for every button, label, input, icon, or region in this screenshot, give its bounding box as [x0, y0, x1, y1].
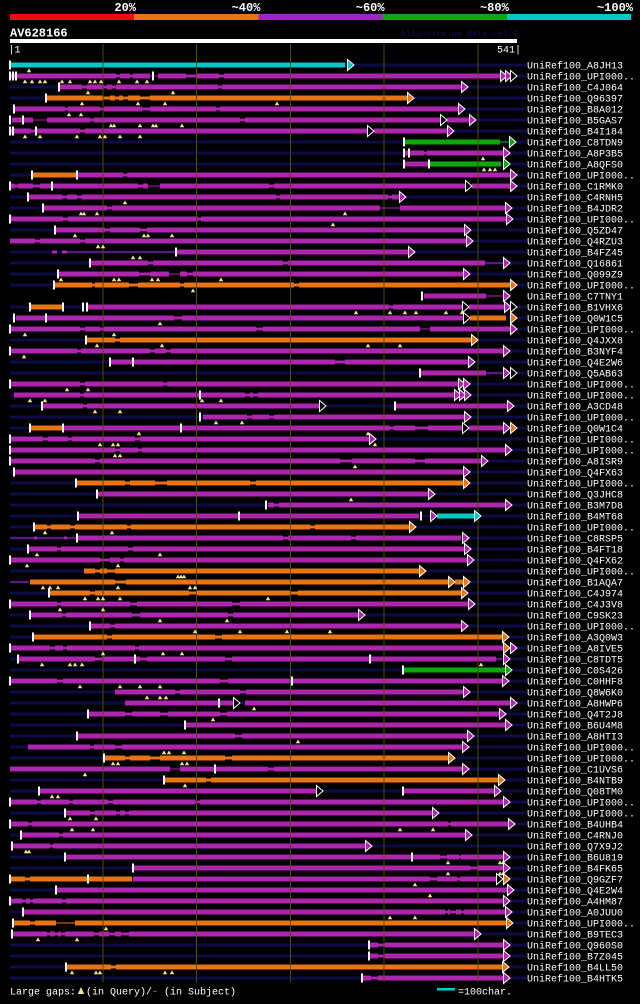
svg-text:UniRef100_UPI000..: UniRef100_UPI000.. [527, 380, 635, 392]
svg-text:UniRef100_B4JDR2: UniRef100_B4JDR2 [527, 204, 623, 216]
svg-text:UniRef100_A8IVE5: UniRef100_A8IVE5 [527, 644, 623, 656]
svg-text:Large gaps:: Large gaps: [10, 988, 82, 999]
svg-text:UniRef100_B4FZ45: UniRef100_B4FZ45 [527, 248, 623, 260]
svg-text:UniRef100_A8HTI3: UniRef100_A8HTI3 [527, 732, 623, 744]
svg-text:UniRef100_Q96397: UniRef100_Q96397 [527, 94, 623, 106]
svg-text:UniRef100_C8TDN9: UniRef100_C8TDN9 [527, 138, 623, 150]
svg-text:UniRef100_B4FT18: UniRef100_B4FT18 [527, 545, 623, 557]
svg-text:UniRef100_Q4FX62: UniRef100_Q4FX62 [527, 556, 623, 568]
svg-text:UniRef100_UPI000..: UniRef100_UPI000.. [527, 479, 635, 491]
svg-text:UniRef100_B4NTB9: UniRef100_B4NTB9 [527, 776, 623, 788]
svg-text:UniRef100_B3NYF4: UniRef100_B3NYF4 [527, 347, 623, 359]
svg-text:UniRef100_UPI000..: UniRef100_UPI000.. [527, 215, 635, 227]
svg-text:UniRef100_UPI000..: UniRef100_UPI000.. [527, 72, 635, 84]
svg-text:UniRef100_Q5ZD47: UniRef100_Q5ZD47 [527, 226, 623, 238]
svg-text:AV628166: AV628166 [10, 27, 68, 41]
svg-text:(in Query)/- (in Subject): (in Query)/- (in Subject) [86, 987, 236, 999]
svg-text:UniRef100_Q4T2J8: UniRef100_Q4T2J8 [527, 710, 623, 722]
svg-text:UniRef100_Q4E2W4: UniRef100_Q4E2W4 [527, 886, 623, 898]
svg-text:UniRef100_UPI000..: UniRef100_UPI000.. [527, 325, 635, 337]
svg-text:UniRef100_A3Q0W3: UniRef100_A3Q0W3 [527, 633, 623, 645]
svg-text:UniRef100_Q4E2W6: UniRef100_Q4E2W6 [527, 358, 623, 370]
svg-text:UniRef100_UPI000..: UniRef100_UPI000.. [527, 446, 635, 458]
svg-text:UniRef100_Q16861: UniRef100_Q16861 [527, 259, 623, 271]
svg-text:~60%: ~60% [356, 1, 386, 15]
svg-text:UniRef100_B7Z045: UniRef100_B7Z045 [527, 952, 623, 964]
svg-text:UniRef100_B1AQA7: UniRef100_B1AQA7 [527, 578, 623, 590]
svg-text:UniRef100_UPI000..: UniRef100_UPI000.. [527, 281, 635, 293]
svg-text:UniRef100_Q3JHC8: UniRef100_Q3JHC8 [527, 490, 623, 502]
svg-text:UniRef100_C4J064: UniRef100_C4J064 [527, 83, 623, 95]
svg-text:UniRef100_C1RMK0: UniRef100_C1RMK0 [527, 182, 623, 194]
svg-text:=100char.: =100char. [458, 987, 512, 999]
svg-text:UniRef100_Q08TM0: UniRef100_Q08TM0 [527, 787, 623, 799]
svg-text:UniRef100_A8JH13: UniRef100_A8JH13 [527, 61, 623, 73]
svg-text:UniRef100_B4LL50: UniRef100_B4LL50 [527, 963, 623, 975]
svg-text:UniRef100_C8RSP5: UniRef100_C8RSP5 [527, 534, 623, 546]
svg-text:UniRef100_C4J3V8: UniRef100_C4J3V8 [527, 600, 623, 612]
svg-text:UniRef100_B6U819: UniRef100_B6U819 [527, 853, 623, 865]
svg-text:AlignView.pm Beta rel.7: AlignView.pm Beta rel.7 [401, 29, 518, 39]
svg-text:~80%: ~80% [480, 1, 510, 15]
svg-text:UniRef100_C1UVS6: UniRef100_C1UVS6 [527, 765, 623, 777]
svg-text:UniRef100_Q7X9J2: UniRef100_Q7X9J2 [527, 842, 623, 854]
svg-text:UniRef100_B8A012: UniRef100_B8A012 [527, 105, 623, 117]
svg-text:UniRef100_C8TDT5: UniRef100_C8TDT5 [527, 655, 623, 667]
svg-text:UniRef100_B3M7D8: UniRef100_B3M7D8 [527, 501, 623, 513]
svg-text:UniRef100_A8P3B5: UniRef100_A8P3B5 [527, 149, 623, 161]
svg-text:UniRef100_Q9GZF7: UniRef100_Q9GZF7 [527, 875, 623, 887]
svg-text:UniRef100_C4J974: UniRef100_C4J974 [527, 589, 623, 601]
svg-text:UniRef100_C0HHF8: UniRef100_C0HHF8 [527, 677, 623, 689]
svg-text:UniRef100_UPI000..: UniRef100_UPI000.. [527, 622, 635, 634]
svg-text:UniRef100_B5GAS7: UniRef100_B5GAS7 [527, 116, 623, 128]
svg-text:UniRef100_A8QFS0: UniRef100_A8QFS0 [527, 160, 623, 172]
svg-text:UniRef100_A8ISR9: UniRef100_A8ISR9 [527, 457, 623, 469]
svg-text:UniRef100_Q5AB63: UniRef100_Q5AB63 [527, 369, 623, 381]
svg-text:UniRef100_UPI000..: UniRef100_UPI000.. [527, 171, 635, 183]
svg-text:UniRef100_B1VHX6: UniRef100_B1VHX6 [527, 303, 623, 315]
svg-text:UniRef100_Q960S0: UniRef100_Q960S0 [527, 941, 623, 953]
svg-text:UniRef100_UPI000..: UniRef100_UPI000.. [527, 798, 635, 810]
svg-text:~40%: ~40% [232, 1, 262, 15]
svg-text:UniRef100_A8HWP6: UniRef100_A8HWP6 [527, 699, 623, 711]
svg-text:UniRef100_UPI000..: UniRef100_UPI000.. [527, 809, 635, 821]
svg-text:UniRef100_C4RNJ0: UniRef100_C4RNJ0 [527, 831, 623, 843]
svg-text:UniRef100_A3CD48: UniRef100_A3CD48 [527, 402, 623, 414]
svg-text:UniRef100_B4HTK5: UniRef100_B4HTK5 [527, 974, 623, 986]
svg-text:UniRef100_B4UHB4: UniRef100_B4UHB4 [527, 820, 623, 832]
svg-text:UniRef100_B4I184: UniRef100_B4I184 [527, 127, 623, 139]
svg-text:UniRef100_UPI000..: UniRef100_UPI000.. [527, 754, 635, 766]
svg-text:UniRef100_Q8W6K0: UniRef100_Q8W6K0 [527, 688, 623, 700]
svg-text:UniRef100_B4FK65: UniRef100_B4FK65 [527, 864, 623, 876]
svg-text:UniRef100_Q4JXX8: UniRef100_Q4JXX8 [527, 336, 623, 348]
svg-text:541|: 541| [497, 45, 521, 57]
svg-text:UniRef100_UPI000..: UniRef100_UPI000.. [527, 523, 635, 535]
svg-text:UniRef100_Q4FX63: UniRef100_Q4FX63 [527, 468, 623, 480]
svg-text:UniRef100_UPI000..: UniRef100_UPI000.. [527, 435, 635, 447]
svg-text:UniRef100_A0JUU0: UniRef100_A0JUU0 [527, 908, 623, 920]
svg-text:20%: 20% [114, 1, 136, 15]
svg-text:~100%: ~100% [597, 1, 634, 15]
svg-text:|1: |1 [9, 45, 21, 57]
svg-text:UniRef100_UPI000..: UniRef100_UPI000.. [527, 919, 635, 931]
svg-text:UniRef100_B9TEC3: UniRef100_B9TEC3 [527, 930, 623, 942]
svg-text:UniRef100_A4HM87: UniRef100_A4HM87 [527, 897, 623, 909]
svg-text:UniRef100_UPI000..: UniRef100_UPI000.. [527, 413, 635, 425]
svg-text:UniRef100_C7TNY1: UniRef100_C7TNY1 [527, 292, 623, 304]
svg-text:UniRef100_B4MT68: UniRef100_B4MT68 [527, 512, 623, 524]
svg-text:UniRef100_C4RNH5: UniRef100_C4RNH5 [527, 193, 623, 205]
svg-text:UniRef100_Q0W1C5: UniRef100_Q0W1C5 [527, 314, 623, 326]
svg-text:UniRef100_Q4RZU3: UniRef100_Q4RZU3 [527, 237, 623, 249]
svg-text:UniRef100_UPI000..: UniRef100_UPI000.. [527, 567, 635, 579]
svg-text:UniRef100_Q0W1C4: UniRef100_Q0W1C4 [527, 424, 623, 436]
svg-text:UniRef100_UPI000..: UniRef100_UPI000.. [527, 391, 635, 403]
svg-text:UniRef100_C9SK23: UniRef100_C9SK23 [527, 611, 623, 623]
svg-text:UniRef100_C0S426: UniRef100_C0S426 [527, 666, 623, 678]
svg-text:UniRef100_UPI000..: UniRef100_UPI000.. [527, 743, 635, 755]
svg-text:UniRef100_Q099Z9: UniRef100_Q099Z9 [527, 270, 623, 282]
svg-text:UniRef100_B6U4M8: UniRef100_B6U4M8 [527, 721, 623, 733]
